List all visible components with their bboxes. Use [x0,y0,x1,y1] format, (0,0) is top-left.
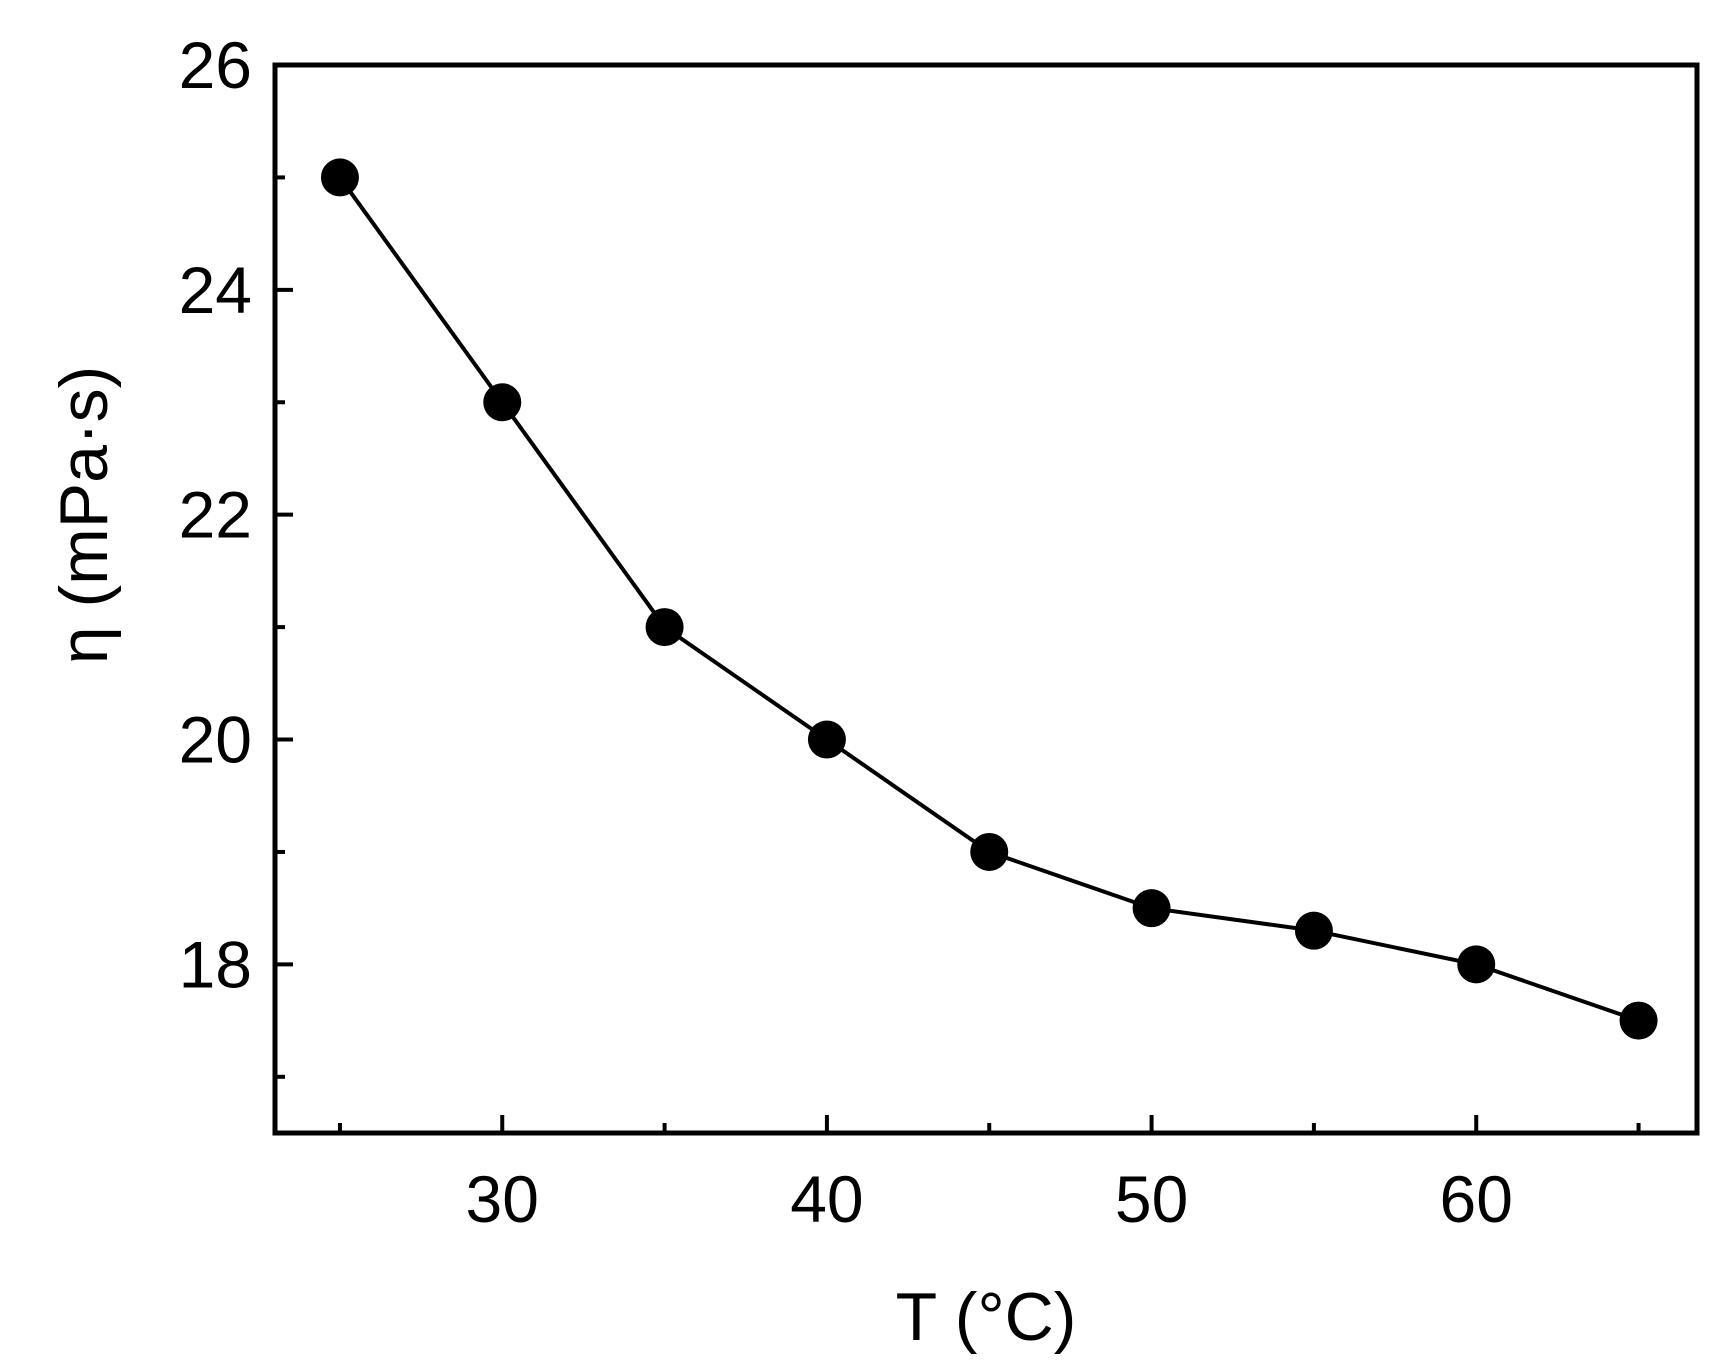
y-tick-label: 22 [179,478,252,552]
x-axis-title: T (°C) [896,1279,1077,1355]
data-point [1619,1001,1658,1040]
y-axis-ticks: 18 20 22 24 26 [179,28,293,1079]
series-line [338,176,1640,1023]
y-tick-label: 26 [179,28,252,102]
y-tick-label: 24 [179,253,252,327]
data-point [483,383,522,422]
data-point [1132,889,1171,928]
plot-frame [272,62,1700,1136]
x-tick-label: 40 [790,1162,863,1236]
data-point [1294,911,1333,950]
x-tick-label: 50 [1115,1162,1188,1236]
x-tick-label: 30 [466,1162,539,1236]
data-point [807,720,846,759]
y-axis-title: η (mPa·s) [46,366,122,664]
y-tick-label: 20 [179,703,252,777]
data-point [320,158,359,197]
data-point [645,608,684,647]
series-group [320,158,1658,1040]
data-point [1457,945,1496,984]
y-tick-label: 18 [179,927,252,1001]
x-axis-ticks: 30 40 50 60 [337,1115,1641,1236]
data-point [970,832,1009,871]
x-tick-label: 60 [1440,1162,1513,1236]
